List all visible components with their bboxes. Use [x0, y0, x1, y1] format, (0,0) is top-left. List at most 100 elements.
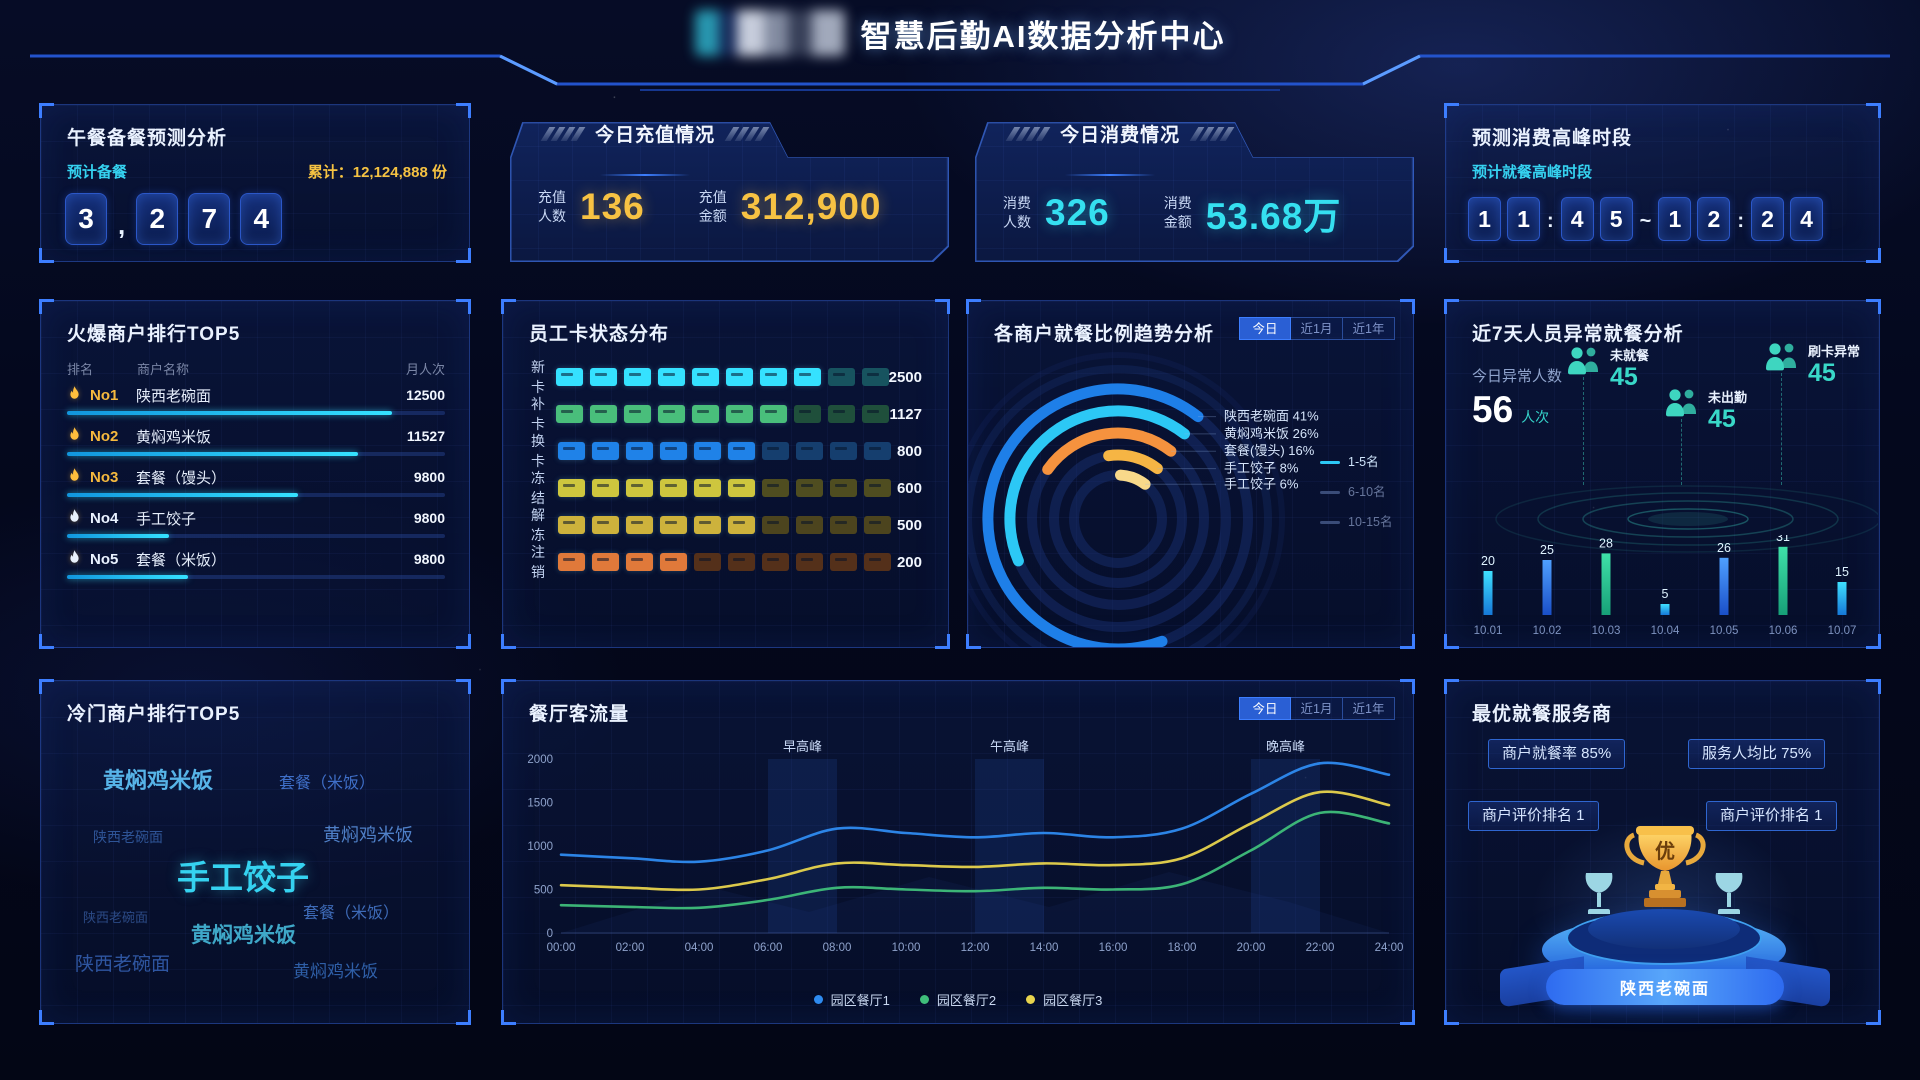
bar: [1483, 571, 1493, 615]
ripple-decoration: [1495, 485, 1878, 553]
people-icon: [1762, 341, 1802, 485]
corner-bracket: [966, 299, 981, 314]
radial-legend-item: 10-15名: [1348, 514, 1392, 529]
tab-近1年[interactable]: 近1年: [1343, 317, 1395, 340]
radial-label: 黄焖鸡米饭 26%: [1224, 426, 1319, 441]
card-status-value: 1127: [889, 405, 922, 423]
legend-item: 园区餐厅2: [919, 990, 996, 1009]
card-icon: [725, 368, 753, 386]
card-icon: [691, 368, 719, 386]
word-cloud-item: 黄焖鸡米饭: [293, 962, 378, 981]
digit-tile: 4: [1560, 197, 1594, 241]
tab-今日[interactable]: 今日: [1239, 697, 1291, 720]
card-icon: [796, 516, 824, 534]
y-tick: 2000: [527, 754, 553, 766]
corner-bracket: [1866, 299, 1881, 314]
card-icon: [658, 405, 686, 423]
podium-top: [1588, 909, 1740, 949]
x-tick: 20:00: [1237, 942, 1266, 954]
merchant-rank-row: No2 黄焖鸡米饭 11527: [67, 424, 445, 456]
merchant-rank-row: No4 手工饺子 9800: [67, 506, 445, 538]
tab-近1年[interactable]: 近1年: [1343, 697, 1395, 720]
card-status-row: 注销 200: [531, 544, 922, 580]
corner-bracket: [39, 299, 54, 314]
radial-label: 套餐(馒头) 16%: [1224, 443, 1315, 458]
card-icon-strip: [558, 479, 892, 497]
y-tick: 1000: [527, 841, 553, 853]
corner-bracket: [501, 679, 516, 694]
corner-bracket: [1400, 1010, 1415, 1025]
card-icon: [794, 405, 822, 423]
panel-today-recharge: 今日充值情况 充值 人数 136 充值 金额 312,900: [502, 110, 949, 262]
panel-title-band: 今日消费情况: [987, 120, 1253, 147]
stat-value: 312,900: [740, 186, 882, 227]
x-tick: 16:00: [1099, 942, 1128, 954]
award-label: 优: [1655, 839, 1675, 863]
stat-item: 充值 人数 136: [538, 186, 645, 228]
rank-label: No3: [90, 468, 119, 486]
merchant-name: 套餐（米饭）: [136, 551, 227, 569]
monthly-count: 9800: [413, 469, 445, 485]
card-icon: [728, 442, 756, 460]
x-tick: 04:00: [685, 942, 714, 954]
bar-value: 20: [1481, 554, 1495, 568]
rank-label: No1: [90, 386, 119, 404]
word-cloud-item: 黄焖鸡米饭: [323, 825, 413, 845]
bar-date: 10.02: [1533, 625, 1562, 637]
bar-date: 10.06: [1769, 625, 1798, 637]
title-divider: [600, 174, 691, 176]
bar-date: 10.07: [1828, 625, 1857, 637]
card-icon: [728, 479, 756, 497]
digit-tile: 1: [1658, 197, 1692, 241]
card-icon: [556, 405, 584, 423]
card-icon-strip: [558, 516, 892, 534]
panel-title: 各商户就餐比例趋势分析: [994, 324, 1215, 345]
x-tick: 08:00: [823, 942, 852, 954]
stat-label: 消费 金额: [1163, 195, 1192, 230]
panel-dining-ratio-trend: 各商户就餐比例趋势分析 今日 近1月 近1年 陕西老碗面 41% 黄焖鸡米饭 26% 套…: [966, 299, 1415, 649]
abnormal-category-value: 45: [1708, 405, 1736, 433]
abnormal-category: 未出勤 45: [1662, 387, 1747, 485]
digit-separator: ,: [118, 210, 126, 240]
tab-近1月[interactable]: 近1月: [1291, 697, 1343, 720]
rank-bar-track: [67, 493, 445, 497]
tab-近1月[interactable]: 近1月: [1291, 317, 1343, 340]
card-icon: [830, 516, 858, 534]
people-icon: [1662, 387, 1702, 485]
corner-bracket: [1444, 1010, 1459, 1025]
ratio-tab-group: 今日 近1月 近1年: [1239, 317, 1395, 340]
corner-bracket: [1866, 103, 1881, 118]
rank-bar-track: [67, 411, 445, 415]
today-abnormal-value: 56 人次: [1472, 389, 1550, 430]
forecast-label: 预计备餐: [67, 164, 128, 181]
panel-today-consume: 今日消费情况 消费 人数 326 消费 金额 53.68万: [967, 110, 1414, 262]
bar-date: 10.01: [1474, 625, 1503, 637]
stat-item: 消费 金额 53.68万: [1164, 186, 1342, 240]
digit-tile: 7: [188, 193, 231, 245]
stat-value: 136: [580, 186, 645, 227]
digit-tile: 4: [240, 193, 283, 245]
abnormal-category-value: 45: [1610, 363, 1638, 391]
corner-bracket: [501, 299, 516, 314]
slash-decoration: [540, 126, 586, 141]
card-icon-strip: [558, 553, 892, 571]
card-status-row: 冻结 600: [531, 470, 922, 506]
card-icon: [660, 553, 688, 571]
card-status-row: 换卡 800: [531, 433, 922, 469]
legend-dot: [813, 995, 823, 1004]
card-status-label: 解冻: [531, 507, 545, 543]
radial-label: 陕西老碗面 41%: [1224, 409, 1319, 424]
panel-title-band: 今日充值情况: [522, 120, 788, 147]
x-tick: 24:00: [1375, 942, 1404, 954]
digit-tile: 5: [1599, 197, 1633, 241]
panel-title: 最优就餐服务商: [1472, 704, 1613, 725]
card-icon: [660, 479, 688, 497]
corner-bracket: [39, 634, 54, 649]
tab-今日[interactable]: 今日: [1239, 317, 1291, 340]
panel-title: 预测消费高峰时段: [1472, 128, 1633, 149]
rank-label: No2: [90, 427, 119, 445]
corner-bracket: [1444, 248, 1459, 263]
flame-icon: [70, 550, 79, 563]
